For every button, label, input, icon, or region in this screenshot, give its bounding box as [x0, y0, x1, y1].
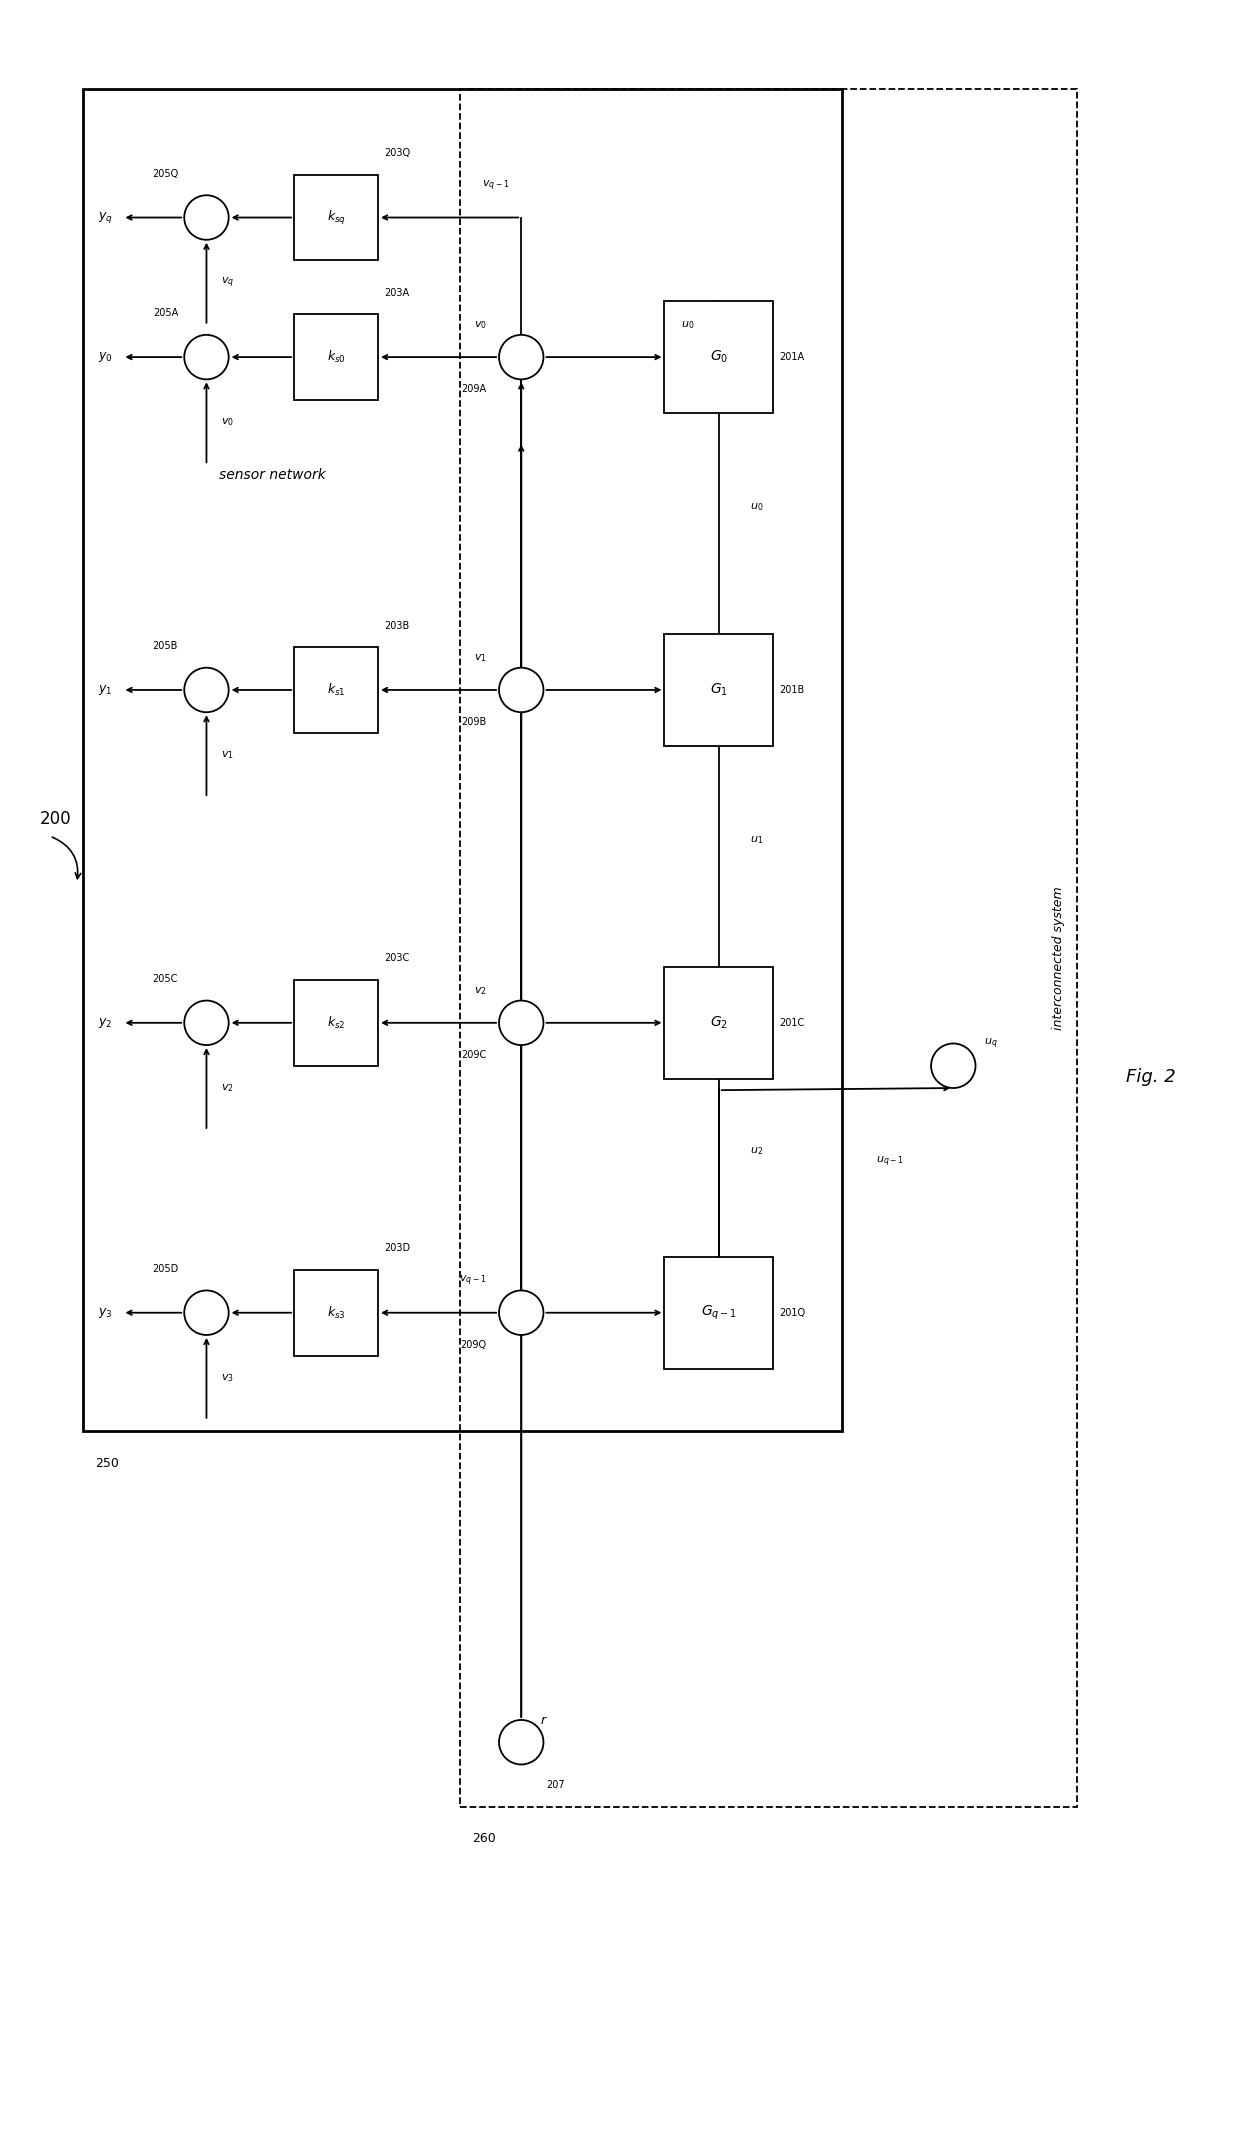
Ellipse shape	[498, 1290, 543, 1335]
Text: 250: 250	[95, 1458, 119, 1470]
Text: $u_0$: $u_0$	[681, 319, 694, 332]
Text: $y_3$: $y_3$	[98, 1305, 113, 1320]
Text: 203B: 203B	[384, 620, 409, 631]
Text: $v_2$: $v_2$	[474, 984, 486, 997]
FancyBboxPatch shape	[665, 967, 773, 1079]
Text: 209C: 209C	[461, 1051, 486, 1059]
Text: $r$: $r$	[539, 1714, 548, 1727]
FancyBboxPatch shape	[294, 980, 378, 1066]
Ellipse shape	[498, 1720, 543, 1765]
Text: 207: 207	[546, 1781, 564, 1789]
Text: $v_q$: $v_q$	[221, 276, 234, 291]
Text: 201Q: 201Q	[779, 1307, 805, 1318]
Text: 205B: 205B	[153, 642, 179, 650]
Text: $v_3$: $v_3$	[221, 1371, 234, 1384]
Text: 209A: 209A	[461, 385, 486, 394]
Text: $u_0$: $u_0$	[750, 502, 763, 512]
Text: $k_{s3}$: $k_{s3}$	[327, 1305, 346, 1320]
Ellipse shape	[185, 196, 228, 239]
FancyBboxPatch shape	[294, 648, 378, 732]
Text: 201A: 201A	[779, 353, 805, 362]
FancyBboxPatch shape	[665, 1257, 773, 1369]
Text: 203A: 203A	[384, 289, 409, 297]
Text: $G_2$: $G_2$	[709, 1014, 728, 1031]
Text: $k_{s1}$: $k_{s1}$	[327, 683, 346, 698]
Text: $v_0$: $v_0$	[221, 416, 234, 428]
Text: interconnected system: interconnected system	[1052, 887, 1065, 1029]
Text: $k_{s0}$: $k_{s0}$	[326, 349, 346, 366]
FancyBboxPatch shape	[294, 314, 378, 400]
FancyBboxPatch shape	[294, 1270, 378, 1356]
Text: $G_{q-1}$: $G_{q-1}$	[701, 1303, 737, 1322]
Text: 209Q: 209Q	[460, 1339, 486, 1350]
Ellipse shape	[498, 1001, 543, 1044]
Text: $y_q$: $y_q$	[98, 211, 113, 226]
Text: $v_2$: $v_2$	[221, 1083, 234, 1094]
Ellipse shape	[185, 667, 228, 713]
Text: $u_1$: $u_1$	[750, 833, 763, 846]
FancyBboxPatch shape	[294, 174, 378, 261]
Text: $u_q$: $u_q$	[985, 1038, 998, 1051]
Text: sensor network: sensor network	[218, 467, 326, 482]
Text: $k_{sq}$: $k_{sq}$	[326, 209, 346, 226]
Text: $G_0$: $G_0$	[709, 349, 728, 366]
Text: $y_2$: $y_2$	[98, 1016, 113, 1029]
Text: $v_{q-1}$: $v_{q-1}$	[459, 1272, 486, 1287]
Text: $k_{s2}$: $k_{s2}$	[327, 1014, 345, 1031]
Text: 260: 260	[472, 1832, 496, 1845]
Text: 205C: 205C	[153, 973, 179, 984]
Text: $v_0$: $v_0$	[474, 319, 486, 332]
Text: $v_{q-1}$: $v_{q-1}$	[481, 179, 508, 192]
Ellipse shape	[498, 336, 543, 379]
Ellipse shape	[931, 1044, 976, 1087]
Text: 201C: 201C	[779, 1018, 805, 1027]
Ellipse shape	[498, 667, 543, 713]
Text: 201B: 201B	[779, 685, 805, 695]
Text: 203Q: 203Q	[384, 149, 410, 157]
Text: 205A: 205A	[153, 308, 179, 319]
Ellipse shape	[185, 1290, 228, 1335]
FancyBboxPatch shape	[665, 635, 773, 745]
Text: $G_1$: $G_1$	[709, 683, 728, 698]
Text: $v_1$: $v_1$	[221, 749, 234, 760]
Text: Fig. 2: Fig. 2	[1126, 1068, 1176, 1085]
Text: $v_1$: $v_1$	[474, 652, 486, 663]
Text: 205D: 205D	[151, 1264, 179, 1275]
Ellipse shape	[185, 1001, 228, 1044]
Text: 203C: 203C	[384, 954, 409, 962]
Text: 205Q: 205Q	[151, 168, 179, 179]
Text: 209B: 209B	[461, 717, 486, 728]
Text: $y_1$: $y_1$	[98, 683, 113, 698]
Text: $u_{q-1}$: $u_{q-1}$	[877, 1154, 904, 1169]
Text: 203D: 203D	[384, 1242, 410, 1253]
Text: 200: 200	[40, 810, 72, 827]
Text: $u_2$: $u_2$	[750, 1145, 763, 1156]
Ellipse shape	[185, 336, 228, 379]
FancyBboxPatch shape	[665, 301, 773, 413]
Text: $y_0$: $y_0$	[98, 351, 113, 364]
